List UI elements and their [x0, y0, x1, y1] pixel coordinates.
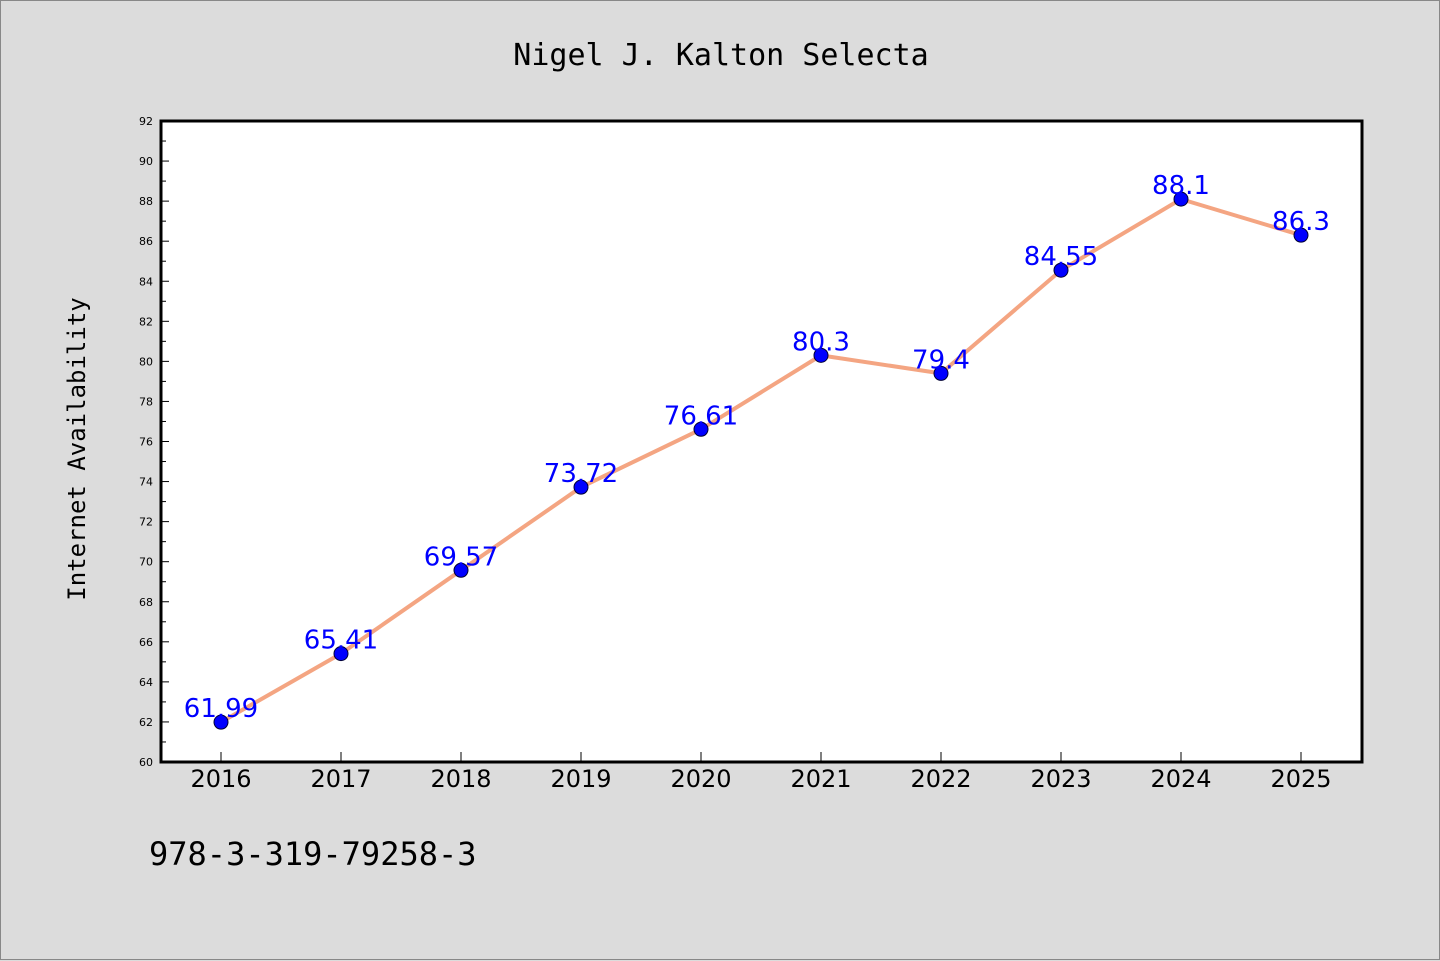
y-tick-label: 86	[139, 235, 153, 248]
data-point	[813, 347, 829, 363]
data-point	[1053, 262, 1069, 278]
x-tick-label: 2023	[1030, 765, 1091, 793]
data-label: 73.72	[544, 459, 618, 489]
y-tick-label: 80	[139, 355, 153, 368]
series-layer: 61.99 65.41 69.57 73.72 76.61 80.3 79.4 84.55 88…	[184, 171, 1330, 730]
data-label: 79.4	[912, 345, 970, 375]
data-label: 80.3	[792, 327, 850, 357]
y-tick-label: 64	[139, 676, 153, 689]
data-label: 69.57	[424, 542, 498, 572]
data-point	[1293, 227, 1309, 243]
y-tick-label: 78	[139, 395, 153, 408]
x-tick-label: 2025	[1270, 765, 1331, 793]
y-tick-label: 74	[139, 476, 153, 489]
series-line	[219, 197, 1303, 725]
data-label: 65.41	[304, 626, 378, 656]
y-tick-label: 88	[139, 195, 153, 208]
x-tick-label: 2016	[190, 765, 251, 793]
data-point	[333, 646, 349, 662]
y-tick-label: 66	[139, 636, 153, 649]
x-tick-label: 2020	[670, 765, 731, 793]
y-tick-label: 70	[139, 556, 153, 569]
chart-title: Nigel J. Kalton Selecta	[513, 38, 928, 73]
data-point	[453, 562, 469, 578]
y-tick-label: 84	[139, 275, 153, 288]
data-point	[693, 421, 709, 437]
data-label: 84.55	[1024, 242, 1098, 272]
data-label: 86.3	[1272, 207, 1330, 237]
x-tick-label: 2024	[1150, 765, 1211, 793]
y-tick-label: 92	[139, 115, 153, 128]
data-label: 76.61	[664, 401, 738, 431]
data-label: 61.99	[184, 694, 258, 724]
x-axis: 2016 2017 2018 2019 2020 2021 2022 2023 2024 2025	[190, 752, 1332, 793]
x-tick-label: 2022	[910, 765, 971, 793]
data-label: 88.1	[1152, 171, 1210, 201]
x-tick-label: 2017	[310, 765, 371, 793]
y-axis-label: Internet Availability	[63, 297, 91, 600]
data-point	[933, 365, 949, 381]
y-tick-label: 60	[139, 756, 153, 769]
data-point	[213, 714, 229, 730]
y-tick-label: 72	[139, 516, 153, 529]
x-tick-label: 2018	[430, 765, 491, 793]
y-tick-label: 76	[139, 436, 153, 449]
y-tick-label: 68	[139, 596, 153, 609]
y-tick-label: 82	[139, 315, 153, 328]
plot-area	[161, 121, 1362, 762]
y-tick-label: 90	[139, 155, 153, 168]
x-tick-label: 2021	[790, 765, 851, 793]
isbn-footer: 978-3-319-79258-3	[149, 835, 477, 873]
x-tick-label: 2019	[550, 765, 611, 793]
y-tick-label: 62	[139, 716, 153, 729]
data-point	[1173, 191, 1189, 207]
y-axis: 60 62 64 66 68 70 72 74 76 78 80 82 84 86 88 90 92	[139, 115, 169, 769]
plot-border	[159, 119, 1364, 764]
data-point	[573, 479, 589, 495]
